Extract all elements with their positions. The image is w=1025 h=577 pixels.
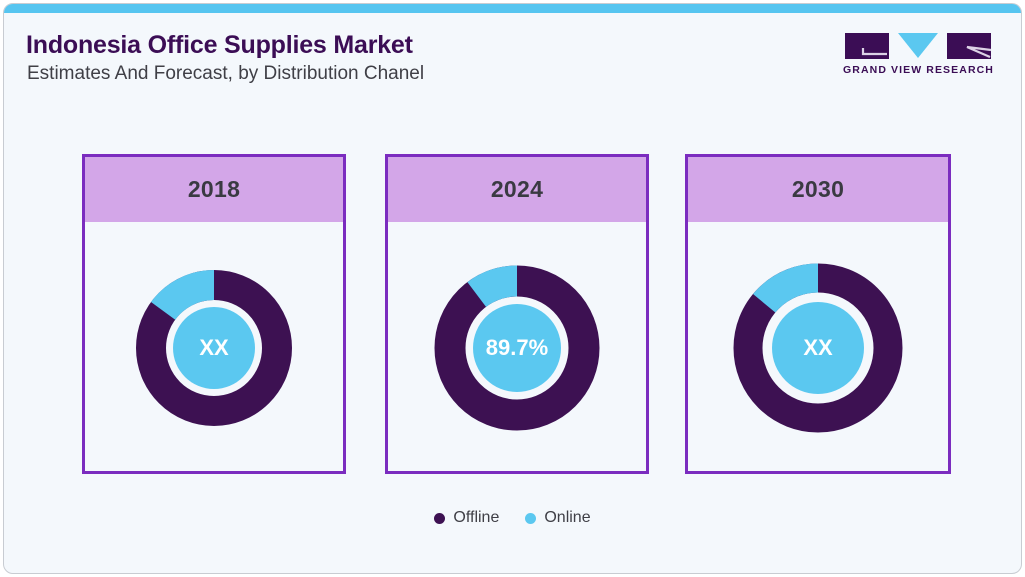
card-header-2024: 2024 — [388, 157, 646, 222]
online-arc — [136, 270, 292, 426]
top-accent-bar — [4, 4, 1021, 13]
legend-item-online[interactable]: Online — [525, 509, 591, 527]
legend-dot-online — [525, 512, 537, 524]
card-year-label: 2018 — [187, 176, 241, 202]
donut-chart-2018: XX — [136, 270, 292, 426]
chart-legend: Offline Online — [4, 509, 1021, 527]
donut-card-group: 2018 XX 2024 — [4, 4, 1021, 573]
chart-frame: Indonesia Office Supplies Market Estimat… — [3, 3, 1022, 574]
donut-card-2018: 2018 XX — [82, 154, 346, 474]
brand-logo: GRAND VIEW RESEARCH — [843, 31, 993, 87]
chart-header: Indonesia Office Supplies Market Estimat… — [4, 13, 1021, 108]
legend-label-offline: Offline — [453, 509, 500, 526]
center-circle — [473, 304, 561, 392]
card-header-2018: 2018 — [85, 157, 343, 222]
card-header-2030: 2030 — [688, 157, 948, 222]
online-arc — [434, 265, 600, 431]
donut-wrap-2030: XX — [688, 222, 948, 474]
center-circle — [173, 307, 255, 389]
logo-text: GRAND VIEW RESEARCH — [843, 64, 994, 76]
page-title: Indonesia Office Supplies Market — [26, 31, 413, 59]
legend-label-online: Online — [544, 509, 591, 526]
legend-item-offline[interactable]: Offline — [434, 509, 499, 527]
legend-dot-offline — [434, 512, 446, 524]
logo-svg — [845, 33, 992, 59]
online-arc — [733, 263, 903, 433]
page-subtitle: Estimates And Forecast, by Distribution … — [27, 63, 425, 84]
card-year-label: 2024 — [490, 176, 544, 202]
donut-wrap-2018: XX — [85, 222, 343, 474]
donut-chart-2024: 89.7% — [434, 265, 600, 431]
donut-svg-2018 — [136, 270, 292, 426]
donut-wrap-2024: 89.7% — [388, 222, 646, 474]
card-year-label: 2030 — [791, 176, 845, 202]
logo-marks — [843, 31, 993, 61]
donut-svg-2030 — [733, 263, 903, 433]
donut-chart-2030: XX — [733, 263, 903, 433]
g-letter-cut — [861, 48, 887, 56]
v-triangle-mark — [898, 33, 938, 58]
donut-card-2024: 2024 89.7% — [385, 154, 649, 474]
donut-svg-2024 — [434, 265, 600, 431]
donut-card-2030: 2030 XX — [685, 154, 951, 474]
center-circle — [772, 302, 864, 394]
r-letter-cut — [966, 45, 992, 59]
